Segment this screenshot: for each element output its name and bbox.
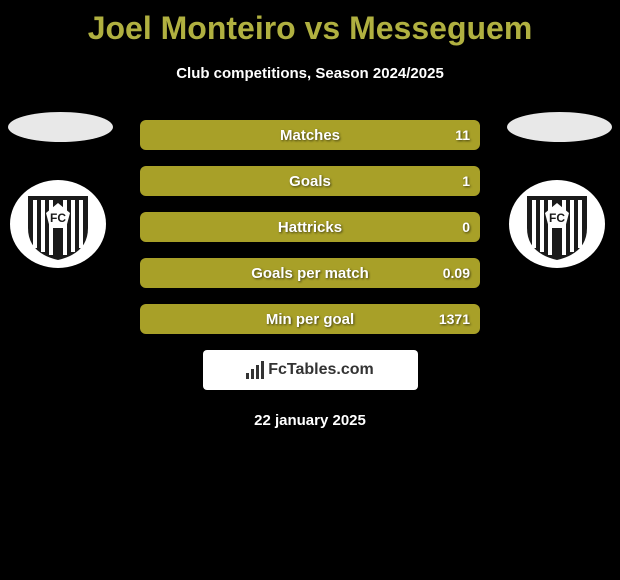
player-right-avatar — [507, 112, 612, 142]
stat-row: Goals per match 0.09 — [140, 258, 480, 288]
svg-text:FC: FC — [50, 211, 66, 225]
svg-text:FC: FC — [549, 211, 565, 225]
stat-value: 11 — [455, 127, 470, 143]
stat-value: 0.09 — [443, 265, 470, 281]
date-label: 22 january 2025 — [0, 412, 620, 429]
brand-text: FcTables.com — [268, 361, 374, 379]
brand-box[interactable]: FcTables.com — [203, 350, 418, 390]
comparison-subtitle: Club competitions, Season 2024/2025 — [0, 65, 620, 82]
stat-row: Matches 11 — [140, 120, 480, 150]
player-left-club-logo: FC — [8, 178, 108, 270]
bar-chart-icon — [246, 361, 264, 379]
stat-value: 1371 — [439, 311, 470, 327]
stat-row: Min per goal 1371 — [140, 304, 480, 334]
shield-icon: FC — [8, 178, 108, 270]
stat-label: Goals — [289, 173, 331, 190]
player-left-avatar — [8, 112, 113, 142]
stat-label: Min per goal — [266, 311, 354, 328]
player-right-column: FC — [507, 112, 612, 270]
stat-value: 0 — [462, 219, 470, 235]
stat-label: Goals per match — [251, 265, 369, 282]
comparison-title: Joel Monteiro vs Messeguem — [0, 0, 620, 47]
main-container: FC FC Matches 11 Goals — [0, 112, 620, 429]
shield-icon: FC — [507, 178, 607, 270]
stat-label: Hattricks — [278, 219, 342, 236]
player-left-column: FC — [8, 112, 113, 270]
stat-label: Matches — [280, 127, 340, 144]
brand-label: FcTables.com — [246, 361, 374, 379]
player-right-club-logo: FC — [507, 178, 607, 270]
stat-value: 1 — [462, 173, 470, 189]
stat-row: Hattricks 0 — [140, 212, 480, 242]
stat-row: Goals 1 — [140, 166, 480, 196]
stats-list: Matches 11 Goals 1 Hattricks 0 Goals per… — [140, 112, 480, 334]
